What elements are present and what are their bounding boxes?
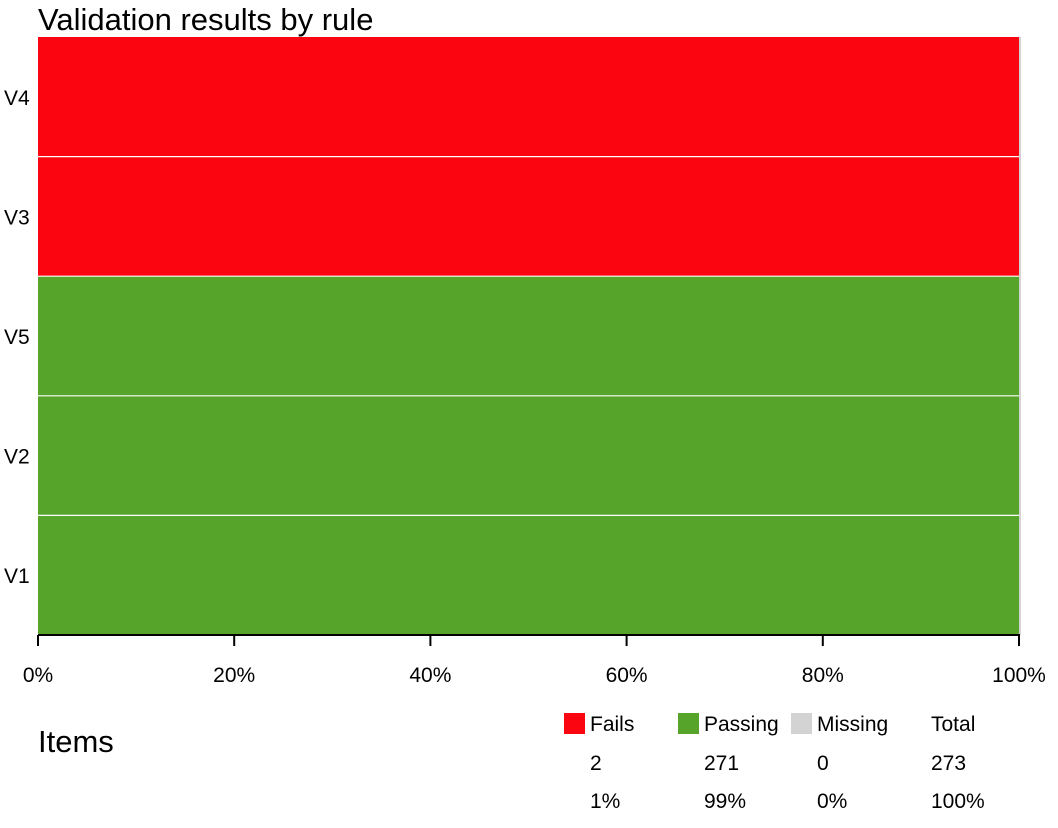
bar-v5-passing <box>38 276 1019 396</box>
bar-v4-fails <box>38 37 1019 157</box>
fails-label: Fails <box>590 713 635 736</box>
total-label: Total <box>931 713 976 736</box>
y-axis-labels: V4 V3 V5 V2 V1 <box>4 87 30 588</box>
total-percent: 100% <box>931 790 985 813</box>
bar-group <box>38 37 1021 635</box>
bar-v1-passing <box>38 515 1019 635</box>
passing-label: Passing <box>704 713 779 736</box>
bar-v3-fails <box>38 156 1019 277</box>
x-tick-label: 40% <box>409 664 451 687</box>
missing-label: Missing <box>817 713 889 736</box>
fails-swatch <box>564 713 585 734</box>
x-tick-label: 100% <box>992 664 1046 687</box>
y-tick-label-v1: V1 <box>4 565 30 588</box>
missing-swatch <box>791 713 812 734</box>
missing-count: 0 <box>817 752 829 775</box>
legend-heading: Items <box>38 724 114 759</box>
missing-percent: 0% <box>817 790 848 813</box>
y-tick-label-v2: V2 <box>4 446 30 469</box>
chart-plot: V4 V3 V5 V2 V1 0% 20% 40% 60% 80% 100% <box>4 37 1046 687</box>
x-tick-label: 20% <box>213 664 255 687</box>
x-axis: 0% 20% 40% 60% 80% 100% <box>23 634 1046 687</box>
x-tick-label: 0% <box>23 664 53 687</box>
x-tick-label: 80% <box>802 664 844 687</box>
y-tick-label-v4: V4 <box>4 87 30 110</box>
chart-title: Validation results by rule <box>38 2 374 37</box>
passing-percent: 99% <box>704 790 747 813</box>
fails-count: 2 <box>590 752 602 775</box>
fails-percent: 1% <box>590 790 621 813</box>
x-tick-label: 60% <box>606 664 648 687</box>
passing-count: 271 <box>704 752 740 775</box>
y-tick-label-v3: V3 <box>4 206 30 229</box>
total-count: 273 <box>931 752 967 775</box>
bar-v2-passing <box>38 395 1019 516</box>
y-tick-label-v5: V5 <box>4 326 30 349</box>
passing-swatch <box>678 713 699 734</box>
